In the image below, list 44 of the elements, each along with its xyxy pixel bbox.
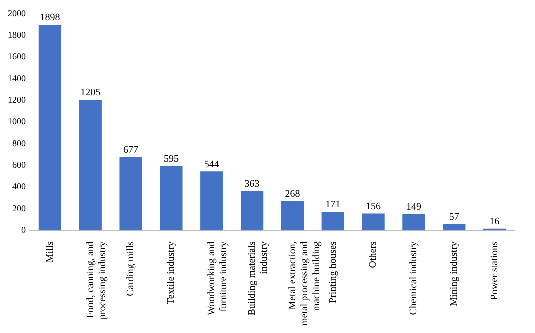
bar xyxy=(200,172,224,231)
bar xyxy=(160,166,183,231)
x-tick-label: Printing houses xyxy=(328,241,339,304)
y-tick-label: 1800 xyxy=(8,30,26,40)
x-tick-label: Chemical industry xyxy=(408,242,420,316)
bar xyxy=(38,25,62,231)
data-label: 149 xyxy=(406,202,422,214)
data-label: 57 xyxy=(449,212,460,224)
y-tick-label: 800 xyxy=(12,138,26,148)
bar xyxy=(240,191,264,231)
bar xyxy=(443,224,466,231)
x-tick-label: Textile industry xyxy=(166,242,178,304)
y-tick-label: 1000 xyxy=(8,116,26,127)
bar xyxy=(281,202,304,231)
y-tick-label: 2000 xyxy=(8,8,26,18)
x-tick-label: Woodworking and furniture industry xyxy=(206,242,230,316)
data-label: 595 xyxy=(164,154,179,165)
y-tick-label: 1600 xyxy=(8,52,26,62)
bar xyxy=(120,157,142,231)
x-tick-label: Mills xyxy=(44,241,56,263)
y-tick-label: 600 xyxy=(12,160,26,170)
y-tick-label: 400 xyxy=(12,182,26,192)
bar xyxy=(402,214,426,231)
data-label: 677 xyxy=(124,144,139,156)
bar xyxy=(79,100,102,231)
data-label: 16 xyxy=(490,216,500,228)
x-tick-label: Food, canning, and processing industry xyxy=(85,242,108,320)
data-label: 544 xyxy=(204,159,220,170)
data-label: 1898 xyxy=(40,12,60,24)
bar xyxy=(322,212,344,231)
x-tick-label: Others xyxy=(368,241,380,268)
y-tick-label: 1400 xyxy=(8,73,26,84)
x-tick-label: Power stations xyxy=(489,241,500,300)
data-label: 1205 xyxy=(80,88,101,99)
y-tick-label: 200 xyxy=(12,203,26,214)
data-label: 268 xyxy=(285,189,300,200)
bar xyxy=(362,214,385,231)
x-tick-label: Mining industry xyxy=(449,242,460,306)
data-label: 363 xyxy=(244,178,260,190)
data-label: 156 xyxy=(366,201,382,212)
x-tick-label: Carding mills xyxy=(126,241,137,296)
y-tick-label: 1200 xyxy=(8,94,26,105)
data-label: 171 xyxy=(326,200,341,211)
y-tick-label: 0 xyxy=(22,224,26,235)
